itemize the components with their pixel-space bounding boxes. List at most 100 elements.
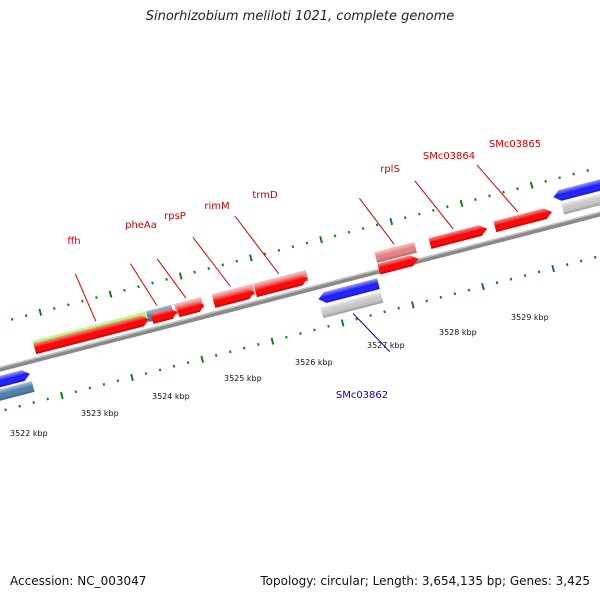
upper-minor-tick (347, 230, 351, 234)
gene-left-edge-steel[interactable] (0, 381, 35, 409)
lower-major-tick (270, 337, 275, 345)
lower-minor-tick (453, 292, 457, 296)
gene-SMc03862-arrow[interactable] (317, 278, 380, 304)
lower-minor-tick (88, 386, 92, 390)
label-SMc03864: SMc03864 (423, 151, 475, 162)
lower-minor-tick (285, 335, 288, 339)
tick-label-3526: 3526 kbp (295, 358, 333, 367)
gene-trmD-arrow[interactable] (254, 273, 309, 298)
upper-minor-tick (446, 205, 449, 209)
upper-minor-tick (137, 285, 140, 289)
gene-rimM-arrow[interactable] (212, 287, 256, 308)
upper-minor-tick (502, 190, 505, 194)
upper-major-tick (249, 254, 253, 262)
lower-tick-row (4, 255, 597, 412)
upper-minor-tick (474, 198, 477, 201)
upper-major-tick (389, 217, 394, 226)
genome-info-label: Topology: circular; Length: 3,654,135 bp… (260, 574, 590, 588)
leader-SMc03865 (476, 164, 519, 213)
lower-minor-tick (4, 408, 7, 412)
label-trmD: trmD (252, 190, 278, 201)
upper-minor-tick (403, 216, 407, 220)
lower-minor-tick (537, 270, 541, 274)
upper-minor-tick (488, 194, 491, 198)
upper-minor-tick (361, 227, 365, 231)
leader-pheAa (130, 263, 158, 306)
tick-label-3522: 3522 kbp (10, 429, 48, 438)
lower-minor-tick (467, 288, 471, 292)
lower-minor-tick (579, 259, 583, 263)
lower-minor-tick (18, 404, 21, 408)
gene-ffh-arrow[interactable] (33, 314, 150, 355)
upper-minor-tick (81, 299, 84, 303)
tick-label-3527: 3527 kbp (367, 341, 405, 350)
gene-left-edge-blue[interactable] (0, 369, 31, 396)
lower-minor-tick (257, 343, 260, 346)
label-SMc03862: SMc03862 (336, 390, 388, 401)
gene-SMc03865-arrow[interactable] (493, 207, 553, 233)
lower-minor-tick (172, 364, 176, 368)
lower-minor-tick (299, 332, 302, 336)
gene-SMc03862-box[interactable] (320, 291, 384, 319)
tick-label-3524: 3524 kbp (152, 392, 190, 401)
leader-SMc03864 (414, 180, 454, 230)
tick-label-3529: 3529 kbp (511, 313, 549, 322)
lower-major-tick (59, 391, 64, 400)
genome-backbone-highlight (0, 198, 600, 381)
lower-minor-tick (509, 277, 513, 281)
upper-tick-row (10, 163, 600, 321)
leader-rplS (359, 197, 395, 245)
gene-rplS-arrow[interactable] (377, 254, 419, 275)
lower-minor-tick (495, 281, 499, 285)
gene-rpsP-arrow[interactable] (176, 300, 206, 318)
lower-minor-tick (369, 313, 372, 317)
upper-major-tick (38, 308, 43, 316)
upper-minor-tick (572, 172, 575, 176)
label-rplS: rplS (380, 164, 400, 175)
upper-minor-tick (24, 314, 28, 318)
label-ffh: ffh (67, 236, 80, 247)
upper-minor-tick (53, 306, 56, 310)
lower-minor-tick (593, 255, 597, 259)
label-pheAa: pheAa (125, 220, 157, 231)
upper-minor-tick (432, 208, 435, 212)
upper-minor-tick (235, 259, 239, 263)
gene-right-edge-blue[interactable] (552, 176, 600, 202)
tick-label-3525: 3525 kbp (224, 374, 262, 383)
upper-minor-tick (333, 234, 337, 238)
lower-minor-tick (214, 353, 218, 357)
upper-minor-tick (10, 317, 14, 321)
lower-minor-tick (439, 295, 443, 299)
gene-right-edge-grey[interactable] (561, 193, 600, 215)
lower-minor-tick (425, 299, 429, 303)
gene-SMc03864-arrow[interactable] (428, 223, 489, 249)
upper-minor-tick (67, 303, 70, 307)
upper-minor-tick (544, 179, 547, 183)
leader-SMc03862 (352, 313, 391, 352)
gene-pheAa-arrow[interactable] (150, 307, 179, 324)
upper-minor-tick (207, 267, 210, 270)
upper-minor-tick (516, 187, 519, 191)
lower-minor-tick (32, 401, 35, 405)
upper-minor-tick (193, 270, 196, 274)
upper-major-tick (319, 236, 323, 244)
upper-minor-tick (95, 296, 98, 299)
upper-minor-tick (123, 288, 126, 292)
gene-rplS-box[interactable] (374, 241, 417, 263)
label-SMc03865: SMc03865 (489, 139, 541, 150)
tick-label-3528: 3528 kbp (439, 328, 477, 337)
upper-major-tick (529, 181, 534, 189)
lower-minor-tick (186, 361, 190, 365)
upper-minor-tick (165, 277, 168, 281)
upper-minor-tick (558, 176, 561, 180)
lower-major-tick (551, 264, 556, 273)
lower-major-tick (481, 283, 485, 291)
upper-major-tick (108, 290, 113, 298)
label-rpsP: rpsP (164, 211, 186, 222)
upper-minor-tick (417, 212, 421, 216)
label-rimM: rimM (204, 201, 229, 212)
lower-minor-tick (228, 350, 232, 354)
upper-minor-tick (375, 223, 379, 227)
upper-minor-tick (291, 245, 295, 249)
